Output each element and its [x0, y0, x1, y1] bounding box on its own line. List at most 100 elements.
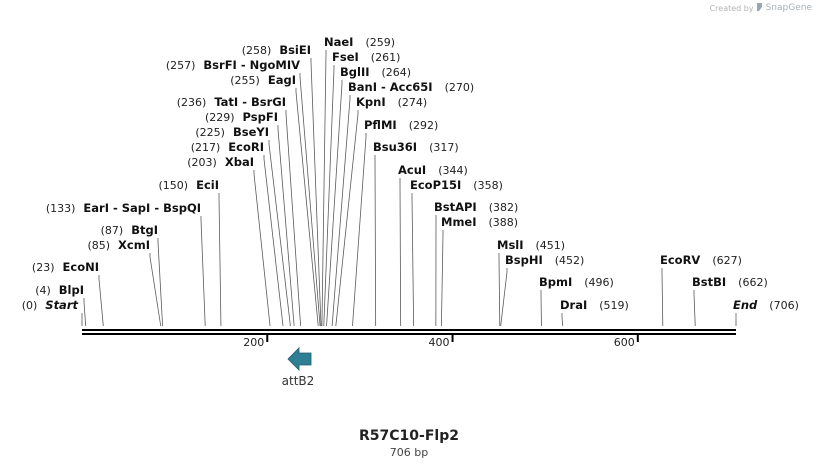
site-name-xcmi-3[interactable]: XcmI: [118, 238, 150, 252]
site-name-econi-2[interactable]: EcoNI: [63, 260, 99, 274]
site-name-tati-bsrgi-11[interactable]: TatI - BsrGI: [214, 95, 286, 109]
site-name-bstbi-31[interactable]: BstBI: [692, 275, 726, 289]
site-position-kpni-19: (274): [398, 96, 428, 109]
site-position-bsphi-27: (452): [555, 254, 585, 267]
credit-brand: SnapGene: [765, 3, 812, 13]
attb2-feature-arrow[interactable]: [287, 347, 312, 371]
site-position-xcmi-3: (85): [87, 239, 110, 252]
site-leader-econi-2: [98, 275, 104, 327]
site-position-ecori-8: (217): [191, 141, 221, 154]
site-position-bpmi-28: (496): [584, 276, 614, 289]
site-name-btgi-4[interactable]: BtgI: [131, 223, 158, 237]
map-length: 706 bp: [389, 446, 429, 459]
site-name-ecori-8[interactable]: EcoRI: [228, 140, 264, 154]
site-name-blpi-1[interactable]: BlpI: [59, 283, 84, 297]
ruler-label-600: 600: [614, 336, 635, 349]
site-name-msli-26[interactable]: MslI: [497, 238, 524, 252]
site-name-eagi-12[interactable]: EagI: [268, 73, 296, 87]
site-leader-blpi-1: [83, 298, 87, 327]
site-leader-bani-acc65i-18: [331, 95, 351, 327]
credit-prefix: Created by: [709, 3, 754, 13]
map-title: R57C10-Flp2: [359, 428, 459, 444]
site-name-acui-22[interactable]: AcuI: [398, 163, 426, 177]
snapgene-logo-icon: [756, 2, 764, 14]
site-leader-btgi-4: [157, 238, 163, 327]
site-name-pspfi-10[interactable]: PspFI: [243, 110, 278, 124]
site-leader-eagi-12: [295, 88, 319, 327]
site-name-bpmi-28[interactable]: BpmI: [539, 275, 572, 289]
site-leader-xcmi-3: [149, 253, 162, 327]
site-leader-mmei-25: [441, 230, 444, 327]
site-leader-naei-15: [321, 50, 327, 327]
site-leader-lines: [81, 50, 737, 327]
site-name-bsphi-27[interactable]: BspHI: [505, 253, 543, 267]
site-position-naei-15: (259): [365, 36, 395, 49]
site-name-kpni-19[interactable]: KpnI: [356, 95, 386, 109]
site-name-naei-15[interactable]: NaeI: [324, 35, 353, 49]
site-name-ecop15i-23[interactable]: EcoP15I: [410, 178, 461, 192]
site-leader-bsphi-27: [500, 268, 508, 327]
site-leader-msli-26: [498, 253, 501, 327]
site-leader-bsrfi-ngomiv-13: [299, 73, 321, 327]
site-leader-drai-29: [561, 313, 564, 327]
site-position-econi-2: (23): [32, 261, 55, 274]
site-labels: Start (0) BlpI (4) EcoNI (23) XcmI (85) BtgI (87)…: [22, 35, 799, 312]
site-name-ecii-6[interactable]: EciI: [196, 178, 219, 192]
site-position-msli-26: (451): [536, 239, 566, 252]
site-position-btgi-4: (87): [101, 224, 124, 237]
site-leader-eari-sapi-bspqi-5: [200, 216, 206, 327]
ruler-label-200: 200: [243, 336, 264, 349]
site-position-bglii-17: (264): [382, 66, 412, 79]
site-position-ecop15i-23: (358): [473, 179, 503, 192]
site-position-bsrfi-ngomiv-13: (257): [166, 59, 196, 72]
site-name-bsrfi-ngomiv-13[interactable]: BsrFI - NgoMIV: [203, 58, 300, 72]
site-name-bsiei-14[interactable]: BsiEI: [279, 43, 311, 57]
site-leader-kpni-19: [335, 110, 359, 327]
site-name-ecorv-30[interactable]: EcoRV: [660, 253, 700, 267]
site-position-start-0: (0): [22, 299, 38, 312]
site-name-start-0[interactable]: Start: [45, 298, 78, 312]
site-position-bstbi-31: (662): [738, 276, 768, 289]
site-name-bseyi-9[interactable]: BseYI: [233, 125, 269, 139]
site-leader-ecop15i-23: [411, 193, 415, 327]
site-position-fsei-16: (261): [371, 51, 401, 64]
site-position-bsiei-14: (258): [242, 44, 272, 57]
site-name-xbai-7[interactable]: XbaI: [225, 155, 254, 169]
site-position-acui-22: (344): [438, 164, 468, 177]
attb2-feature-label: attB2: [281, 374, 315, 388]
site-name-drai-29[interactable]: DraI: [560, 298, 587, 312]
site-leader-bglii-17: [326, 80, 343, 327]
site-name-bani-acc65i-18[interactable]: BanI - Acc65I: [348, 80, 433, 94]
site-position-bani-acc65i-18: (270): [445, 81, 475, 94]
site-position-ecorv-30: (627): [712, 254, 742, 267]
site-leader-acui-22: [399, 178, 402, 327]
site-name-bsu36i-21[interactable]: Bsu36I: [373, 140, 417, 154]
site-name-pflmi-20[interactable]: PflMI: [364, 118, 397, 132]
site-name-fsei-16[interactable]: FseI: [332, 50, 359, 64]
site-position-eari-sapi-bspqi-5: (133): [46, 202, 76, 215]
site-leader-tati-bsrgi-11: [285, 110, 302, 327]
site-position-drai-29: (519): [599, 299, 629, 312]
site-position-xbai-7: (203): [187, 156, 217, 169]
site-leader-bsiei-14: [310, 58, 322, 327]
site-leader-ecori-8: [263, 155, 284, 327]
site-name-bglii-17[interactable]: BglII: [340, 65, 370, 79]
site-leader-bsu36i-21: [374, 155, 377, 327]
site-leader-xbai-7: [253, 170, 271, 327]
site-name-eari-sapi-bspqi-5[interactable]: EarI - SapI - BspQI: [83, 201, 201, 215]
site-name-end-32[interactable]: End: [733, 298, 758, 312]
site-name-mmei-25[interactable]: MmeI: [441, 215, 477, 229]
site-leader-fsei-16: [323, 65, 335, 327]
site-position-tati-bsrgi-11: (236): [177, 96, 207, 109]
site-name-bstapi-24[interactable]: BstAPI: [434, 200, 477, 214]
site-position-bsu36i-21: (317): [429, 141, 459, 154]
plasmid-linear-map: Start (0) BlpI (4) EcoNI (23) XcmI (85) BtgI (87)…: [22, 35, 799, 371]
ruler: 200 400 600: [243, 335, 639, 349]
site-leader-pspfi-10: [277, 125, 295, 327]
ruler-label-400: 400: [429, 336, 450, 349]
site-leader-bseyi-9: [268, 140, 291, 327]
site-leader-ecorv-30: [661, 268, 664, 327]
site-position-pspfi-10: (229): [205, 111, 235, 124]
site-position-bstapi-24: (382): [489, 201, 519, 214]
site-position-bseyi-9: (225): [195, 126, 225, 139]
